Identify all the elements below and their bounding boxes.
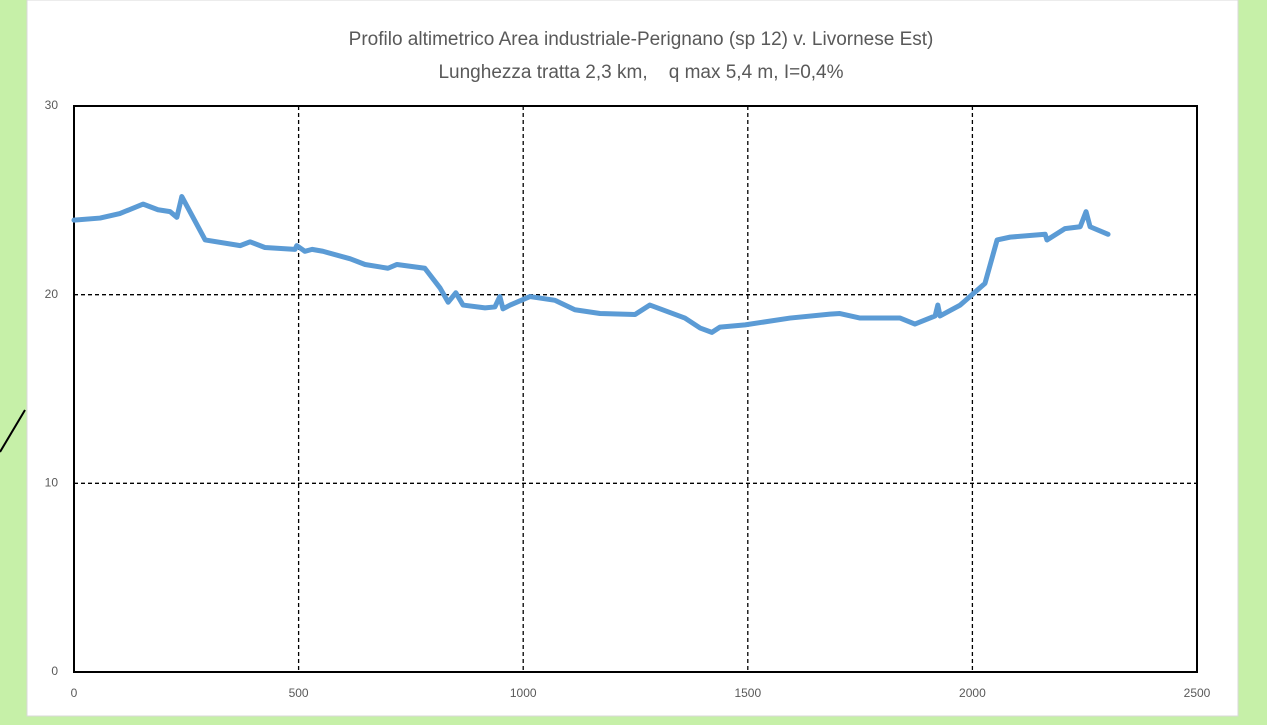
chart-title: Profilo altimetrico Area industriale-Per… bbox=[349, 29, 934, 50]
y-tick-label: 10 bbox=[45, 476, 59, 490]
x-tick-label: 2000 bbox=[959, 686, 986, 700]
y-tick-label: 20 bbox=[45, 287, 59, 301]
data-line bbox=[71, 194, 1111, 335]
x-tick-label: 1500 bbox=[734, 686, 761, 700]
x-tick-label: 0 bbox=[71, 686, 78, 700]
chart-panel bbox=[26, 0, 1239, 717]
y-tick-label: 0 bbox=[51, 664, 58, 678]
plot-area bbox=[73, 105, 1198, 673]
chart-subtitle: Lunghezza tratta 2,3 km, q max 5,4 m, I=… bbox=[438, 62, 843, 83]
x-tick-label: 1000 bbox=[510, 686, 537, 700]
y-tick-label: 30 bbox=[45, 98, 59, 112]
x-tick-label: 2500 bbox=[1184, 686, 1211, 700]
x-tick-label: 500 bbox=[289, 686, 309, 700]
decoration bbox=[0, 409, 26, 453]
